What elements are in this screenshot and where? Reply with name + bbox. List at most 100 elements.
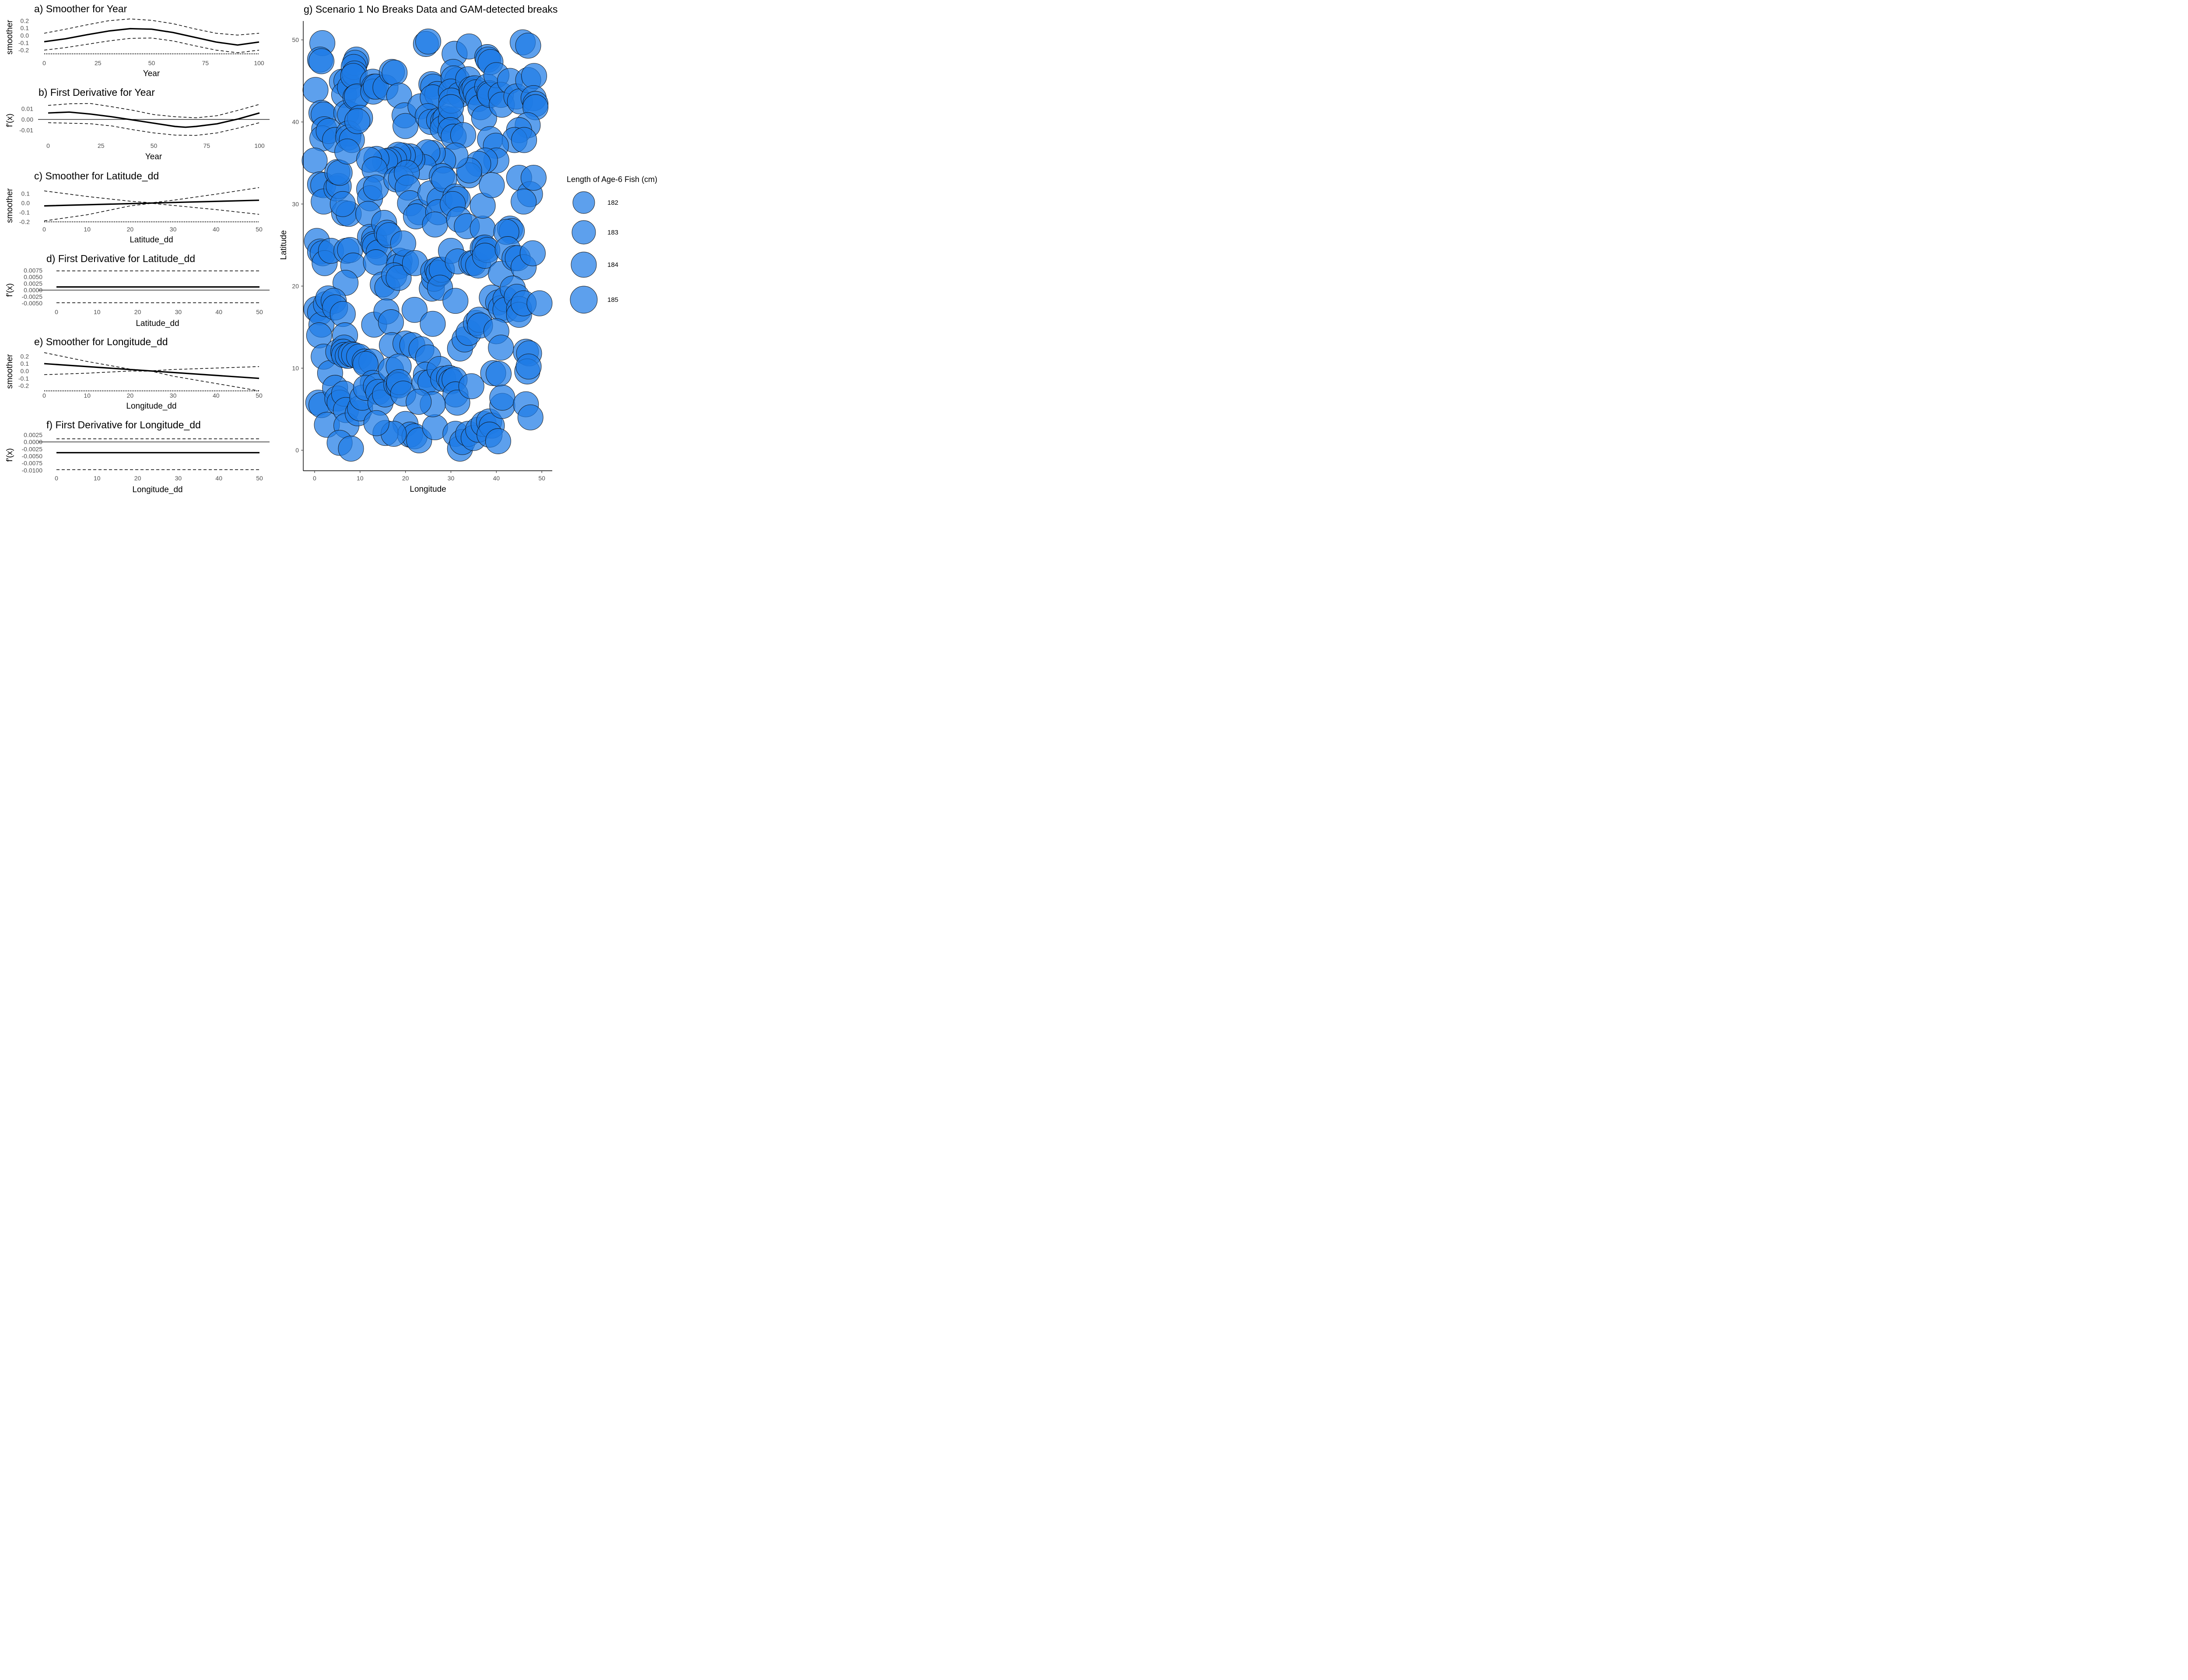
- panel-b-x-tick-label: 75: [203, 142, 210, 149]
- panel-e-y-ticks: 0.20.10.0-0.1-0.2: [18, 353, 29, 389]
- scatter-point: [309, 48, 334, 74]
- panel-g-x-tick-label: 50: [538, 475, 545, 482]
- panel-f-lines: [38, 438, 270, 470]
- panel-e-y-tick-label: 0.0: [21, 368, 29, 374]
- panel-f-y-label: f'(x): [5, 448, 14, 462]
- panel-d-title: d) First Derivative for Latitude_dd: [46, 253, 195, 264]
- panel-c-title: c) Smoother for Latitude_dd: [34, 170, 159, 182]
- legend-label: 184: [607, 261, 618, 269]
- panel-d-y-tick-label: 0.0025: [24, 280, 42, 287]
- panel-a-title: a) Smoother for Year: [34, 3, 127, 14]
- panel-b-x-ticks: 0 25 50 75 100: [46, 142, 265, 149]
- panel-d-y-tick-label: -0.0050: [22, 300, 43, 307]
- panel-d-x-label: Latitude_dd: [136, 319, 179, 328]
- panel-c-x-tick-label: 30: [170, 226, 177, 233]
- scatter-point: [334, 138, 361, 164]
- panel-c-smoother-latitude: c) Smoother for Latitude_dd 0.1 0.0 -0.1 -0…: [5, 170, 263, 245]
- panel-a-x-tick-label: 75: [202, 60, 209, 66]
- panel-e-smoother-longitude: e) Smoother for Longitude_dd 0.20.10.0-0…: [5, 336, 263, 411]
- panel-g-x-ticks: 0 10 20 30 40 50: [313, 471, 545, 482]
- panel-f-x-ticks: 0 10 20 30 40 50: [55, 475, 263, 482]
- panel-e-x-tick-label: 40: [213, 392, 220, 399]
- panel-c-y-tick-label: 0.0: [21, 200, 30, 206]
- legend-swatch: [571, 252, 597, 278]
- panel-g-x-label: Longitude: [410, 485, 446, 494]
- panel-a-y-tick-label: 0.2: [21, 17, 29, 24]
- panel-a-y-label: smoother: [5, 20, 14, 55]
- legend-label: 185: [607, 296, 618, 304]
- panel-d-y-tick-label: -0.0025: [22, 293, 43, 300]
- panel-g-y-tick-label: 10: [292, 365, 299, 372]
- panel-b-derivative-year: b) First Derivative for Year 0.01 0.00 -0.…: [5, 87, 270, 161]
- panel-b-fit-line: [48, 111, 260, 128]
- panel-c-y-ticks: 0.1 0.0 -0.1 -0.2: [19, 190, 30, 225]
- scatter-point: [479, 172, 505, 198]
- figure-canvas: a) Smoother for Year 0.20.10.0-0.1-0.2 0…: [0, 0, 683, 496]
- panel-c-x-tick-label: 50: [256, 226, 263, 233]
- panel-g-scatter: g) Scenario 1 No Breaks Data and GAM-det…: [279, 4, 558, 494]
- scatter-point: [517, 404, 543, 430]
- panel-d-x-tick-label: 10: [94, 308, 101, 315]
- scatter-point: [338, 435, 364, 462]
- panel-d-x-ticks: 0 10 20 30 40 50: [55, 308, 263, 315]
- panel-b-y-tick-label: 0.00: [21, 116, 33, 123]
- panel-c-y-tick-label: -0.2: [19, 218, 30, 225]
- panel-f-y-tick-label: -0.0075: [22, 460, 43, 467]
- scatter-point: [422, 211, 448, 238]
- panel-g-y-label: Latitude: [279, 230, 288, 260]
- scatter-point: [302, 77, 329, 103]
- panel-f-x-tick-label: 30: [175, 475, 182, 482]
- panel-g-y-tick-label: 20: [292, 283, 299, 290]
- panel-e-x-tick-label: 10: [84, 392, 91, 399]
- panel-e-x-label: Longitude_dd: [126, 402, 176, 411]
- scatter-point: [511, 127, 537, 153]
- scatter-point: [302, 147, 328, 174]
- panel-f-y-tick-label: 0.0000: [24, 438, 42, 445]
- panel-c-y-tick-label: -0.1: [19, 209, 30, 216]
- scatter-point: [489, 385, 515, 411]
- panel-c-x-ticks: 0 10 20 30 40 50: [42, 226, 263, 233]
- panel-c-upper-line: [44, 187, 259, 203]
- panel-e-x-ticks: 0 10 20 30 40 50: [42, 392, 263, 399]
- scatter-point: [438, 94, 464, 120]
- scatter-point: [378, 309, 404, 335]
- scatter-point: [390, 230, 416, 256]
- scatter-point: [382, 60, 408, 86]
- panel-b-x-tick-label: 50: [151, 142, 158, 149]
- scatter-point: [519, 240, 546, 266]
- legend-title: Length of Age-6 Fish (cm): [567, 175, 657, 184]
- panel-f-y-tick-label: -0.0050: [22, 452, 43, 459]
- panel-g-x-tick-label: 20: [402, 475, 409, 482]
- scatter-point: [458, 373, 484, 399]
- panel-a-y-tick-label: 0.0: [21, 32, 29, 39]
- panel-b-x-label: Year: [145, 152, 162, 161]
- panel-e-y-tick-label: 0.1: [21, 360, 29, 367]
- panel-c-x-label: Latitude_dd: [130, 235, 173, 245]
- scatter-point: [526, 290, 553, 316]
- panel-d-x-tick-label: 30: [175, 308, 182, 315]
- panel-f-derivative-longitude: f) First Derivative for Longitude_dd 0.0…: [5, 419, 270, 494]
- panel-g-y-tick-label: 30: [292, 200, 299, 207]
- panel-c-x-tick-label: 40: [213, 226, 220, 233]
- legend-label: 183: [607, 229, 618, 236]
- panel-b-lines: [38, 103, 270, 136]
- scatter-point: [330, 191, 356, 217]
- panel-b-y-tick-label: 0.01: [21, 105, 33, 112]
- panel-c-x-tick-label: 10: [84, 226, 91, 233]
- panel-a-x-label: Year: [143, 69, 160, 78]
- scatter-point: [406, 388, 432, 415]
- panel-f-x-tick-label: 40: [215, 475, 222, 482]
- panel-d-x-tick-label: 50: [256, 308, 263, 315]
- panel-a-x-tick-label: 50: [148, 60, 155, 66]
- panel-c-y-tick-label: 0.1: [21, 190, 30, 197]
- panel-b-x-tick-label: 0: [46, 142, 50, 149]
- panel-a-lines: [44, 18, 259, 55]
- panel-a-x-tick-label: 0: [42, 60, 46, 66]
- panel-g-y-tick-label: 50: [292, 36, 299, 43]
- panel-d-derivative-latitude: d) First Derivative for Latitude_dd 0.00…: [5, 253, 270, 328]
- panel-a-x-ticks: 0 25 50 75 100: [42, 60, 264, 66]
- panel-b-title: b) First Derivative for Year: [39, 87, 155, 98]
- scatter-point: [520, 164, 547, 191]
- panel-a-fit-line: [44, 28, 259, 46]
- panel-f-x-label: Longitude_dd: [132, 485, 182, 494]
